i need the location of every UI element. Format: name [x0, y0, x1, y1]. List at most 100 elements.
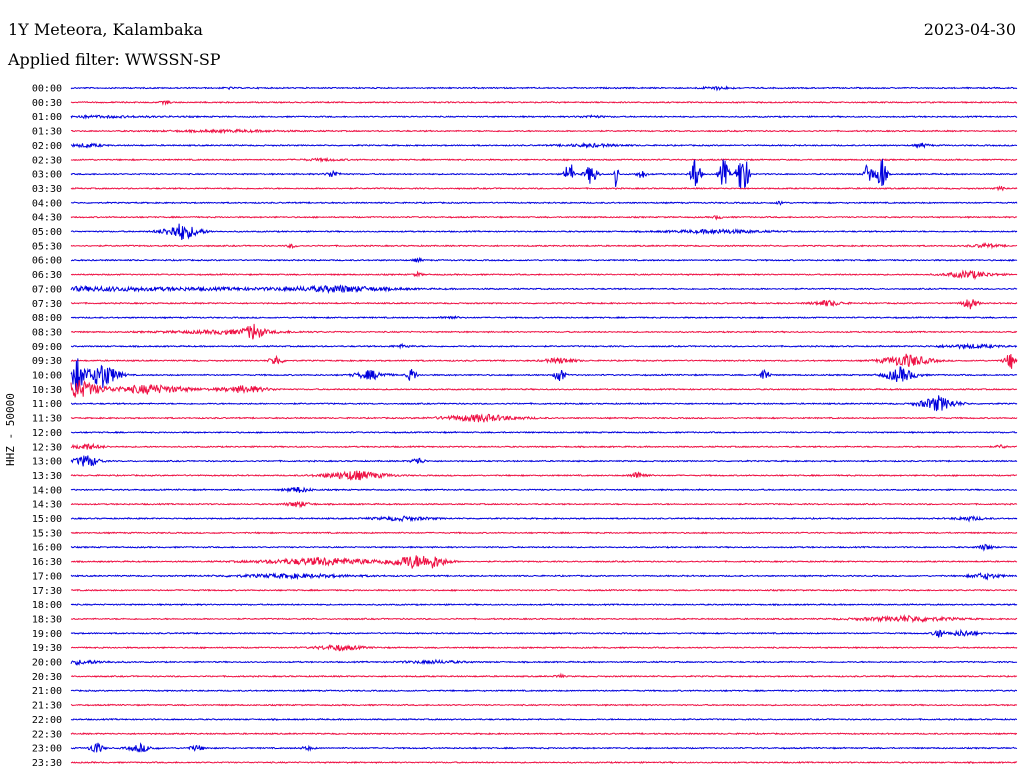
row-time-label: 12:00 [32, 428, 62, 439]
row-time-label: 17:00 [32, 571, 62, 582]
seismic-trace [70, 628, 1018, 638]
row-time-label: 09:30 [32, 356, 62, 367]
row-time-label: 23:30 [32, 758, 62, 769]
seismic-trace [70, 342, 1018, 350]
row-time-label: 08:00 [32, 313, 62, 324]
row-time-label: 15:30 [32, 528, 62, 539]
seismic-trace [70, 442, 1018, 450]
seismic-trace [70, 269, 1018, 281]
seismic-trace [70, 572, 1018, 581]
row-time-label: 04:00 [32, 198, 62, 209]
row-time-label: 05:30 [32, 241, 62, 252]
row-time-label: 01:30 [32, 127, 62, 138]
seismic-trace [70, 156, 1018, 163]
row-time-label: 22:00 [32, 715, 62, 726]
row-time-label: 19:00 [32, 629, 62, 640]
seismic-trace [70, 430, 1018, 435]
station-title: 1Y Meteora, Kalambaka [8, 20, 203, 39]
row-time-label: 06:30 [32, 270, 62, 281]
row-time-label: 03:30 [32, 184, 62, 195]
row-time-label: 02:30 [32, 155, 62, 166]
row-time-label: 10:00 [32, 371, 62, 382]
row-time-label: 20:30 [32, 672, 62, 683]
row-time-label: 20:00 [32, 658, 62, 669]
row-time-label: 05:00 [32, 227, 62, 238]
seismic-trace [70, 158, 1018, 189]
row-time-label: 18:30 [32, 614, 62, 625]
seismic-trace [70, 413, 1018, 423]
seismic-trace [70, 284, 1018, 295]
seismic-trace [70, 588, 1018, 592]
row-time-label: 02:00 [32, 141, 62, 152]
row-time-label: 19:30 [32, 643, 62, 654]
row-time-label: 03:00 [32, 170, 62, 181]
seismic-trace [70, 470, 1017, 481]
row-time-label: 16:00 [32, 543, 62, 554]
seismic-trace [70, 555, 1018, 569]
row-time-label: 09:00 [32, 342, 62, 353]
seismic-trace [70, 215, 1018, 221]
seismic-trace [70, 185, 1018, 192]
row-time-label: 11:00 [32, 399, 62, 410]
row-time-label: 15:00 [32, 514, 62, 525]
row-time-label: 12:30 [32, 442, 62, 453]
seismic-trace [70, 689, 1017, 693]
row-time-label: 18:00 [32, 600, 62, 611]
seismic-trace [70, 141, 1018, 149]
seismic-trace [70, 395, 1018, 412]
seismic-trace [70, 486, 1017, 494]
row-time-label: 11:30 [32, 414, 62, 425]
row-time-label: 04:30 [32, 213, 62, 224]
row-time-label: 21:30 [32, 701, 62, 712]
row-time-label: 23:00 [32, 744, 62, 755]
seismic-trace [70, 242, 1018, 250]
row-time-label: 17:30 [32, 586, 62, 597]
row-time-label: 07:30 [32, 299, 62, 310]
filter-label: Applied filter: WWSSN-SP [8, 50, 221, 69]
seismic-trace [70, 99, 1018, 106]
seismic-trace [70, 703, 1018, 707]
row-time-label: 13:30 [32, 471, 62, 482]
seismic-trace [70, 760, 1018, 765]
row-time-label: 14:00 [32, 485, 62, 496]
seismic-trace [70, 200, 1018, 206]
row-time-label: 22:30 [32, 729, 62, 740]
seismic-trace [70, 353, 1018, 369]
seismic-trace [70, 543, 1018, 552]
row-time-label: 10:30 [32, 385, 62, 396]
row-time-label: 16:30 [32, 557, 62, 568]
row-time-label: 00:00 [32, 84, 62, 95]
seismic-trace [70, 114, 1018, 120]
row-time-label: 13:00 [32, 457, 62, 468]
row-time-label: 00:30 [32, 98, 62, 109]
seismic-trace [70, 613, 1018, 624]
seismic-trace [70, 380, 1018, 398]
seismic-trace [70, 85, 1018, 92]
seismic-trace [70, 732, 1018, 736]
row-time-label: 01:00 [32, 112, 62, 123]
seismic-trace [70, 299, 1018, 310]
row-time-label: 07:00 [32, 284, 62, 295]
seismic-trace [70, 323, 1018, 340]
row-time-label: 08:30 [32, 327, 62, 338]
seismic-trace [70, 603, 1018, 607]
seismic-trace [70, 256, 1018, 264]
seismic-trace [70, 672, 1018, 679]
row-time-label: 21:00 [32, 686, 62, 697]
date-label: 2023-04-30 [923, 20, 1016, 39]
seismic-trace [70, 742, 1018, 753]
seismic-trace [70, 717, 1017, 722]
seismic-trace [70, 223, 1018, 241]
row-time-label: 06:00 [32, 256, 62, 267]
seismic-trace [70, 128, 1018, 135]
seismic-trace [70, 455, 1018, 467]
seismic-trace [70, 315, 1018, 320]
seismic-trace [70, 515, 1018, 523]
seismic-trace [70, 500, 1018, 509]
seismic-trace [71, 644, 1018, 652]
seismic-trace [70, 358, 1018, 392]
seismic-trace [70, 658, 1018, 666]
row-time-label: 14:30 [32, 500, 62, 511]
seismic-trace [70, 531, 1018, 535]
